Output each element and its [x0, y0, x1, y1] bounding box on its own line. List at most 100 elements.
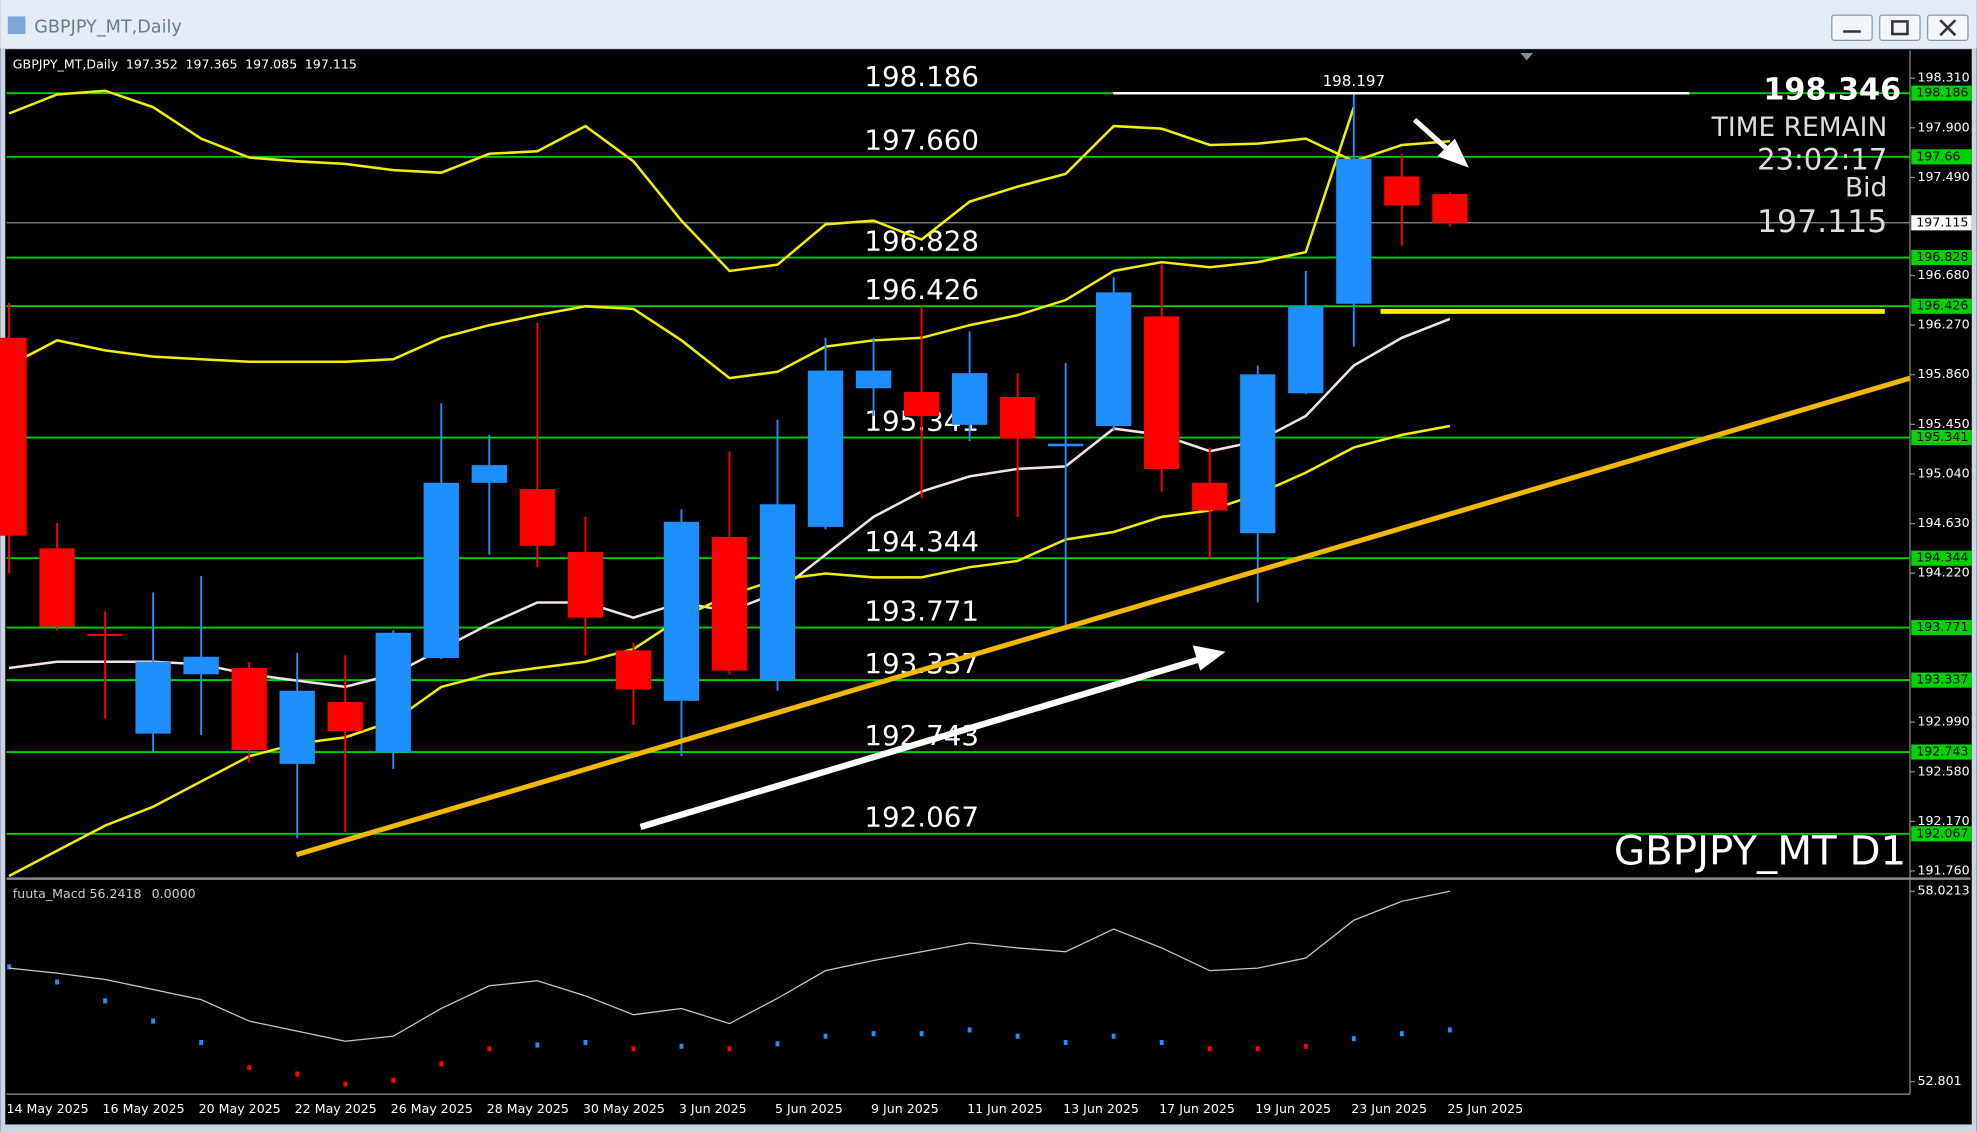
candle-body: [231, 668, 267, 750]
level-tag: [1911, 826, 1972, 842]
high-label: 198.197: [1323, 72, 1385, 90]
level-tag: [1911, 85, 1972, 101]
histogram-bar: [775, 1041, 780, 1047]
candle-body: [1096, 292, 1132, 427]
y-tick-label: 196.270: [1918, 317, 1970, 332]
y-tick-label: 196.680: [1918, 267, 1970, 282]
indicator-line: [8, 89, 1450, 273]
histogram-bar: [439, 1061, 444, 1067]
candle-body: [0, 337, 27, 536]
symbol-info: GBPJPY_MT,Daily 197.352 197.365 197.085 197.…: [13, 56, 357, 71]
down-arrow-head: [1437, 138, 1469, 168]
maximize-button[interactable]: [1879, 14, 1921, 41]
info-value: 197.352: [126, 56, 178, 71]
candle-body: [855, 370, 892, 389]
close-icon: [1939, 19, 1957, 37]
title-bar: [0, 0, 1977, 48]
level-tag-label: 192.067: [1916, 825, 1968, 840]
histogram-bar: [1159, 1039, 1164, 1046]
x-tick-label: 5 Jun 2025: [775, 1101, 843, 1116]
up-arrow-head: [1192, 645, 1226, 671]
level-tag-label: 196.426: [1916, 298, 1968, 313]
histogram-bar: [967, 1027, 972, 1033]
y-tick-label: 192.580: [1918, 763, 1970, 778]
level-tag: [1911, 744, 1972, 760]
up-arrow: [639, 655, 1205, 830]
level-tag: [1911, 672, 1972, 688]
window-title: GBPJPY_MT,Daily: [34, 18, 182, 38]
candle-body: [1384, 176, 1420, 206]
histogram-bar: [7, 964, 11, 970]
ask-price: 198.346: [1763, 72, 1901, 107]
histogram-bar: [871, 1031, 876, 1037]
histogram-bar: [391, 1077, 396, 1083]
minimize-button[interactable]: [1831, 14, 1873, 41]
level-tag: [1911, 429, 1972, 446]
level-label: 198.186: [864, 60, 979, 93]
indicator-reading: 56.2418: [89, 885, 141, 900]
candle-body: [327, 702, 363, 732]
histogram-bar: [1303, 1043, 1308, 1049]
candle-body: [999, 396, 1036, 439]
histogram-bar: [1399, 1031, 1404, 1037]
info-value: 197.085: [245, 56, 297, 71]
histogram-bar: [487, 1046, 492, 1052]
maximize-icon: [1891, 20, 1909, 36]
candle-body: [759, 504, 796, 681]
histogram-bar: [1111, 1033, 1116, 1039]
x-tick-label: 25 Jun 2025: [1447, 1101, 1523, 1116]
y-tick-label: 58.0213: [1918, 883, 1970, 898]
level-label: 194.344: [864, 525, 979, 558]
symbol-watermark: GBPJPY_MT D1: [1614, 827, 1906, 874]
level-label: 196.828: [864, 224, 979, 257]
y-tick-label: 192.170: [1918, 813, 1970, 828]
candle-body: [519, 489, 555, 546]
info-value: 197.365: [185, 56, 237, 71]
y-tick-label: 194.220: [1918, 565, 1970, 580]
x-tick-label: 3 Jun 2025: [679, 1101, 747, 1116]
level-tag: [1911, 298, 1972, 314]
level-tag-label: 193.337: [1916, 672, 1968, 687]
indicator-line: [8, 890, 1451, 1042]
main-plot: 198.310 197.900 197.490 196.680 196.270 195.8…: [0, 56, 1972, 1116]
candle-body: [279, 690, 315, 764]
histogram-bar: [1255, 1046, 1260, 1052]
y-tick-label: 192.990: [1918, 714, 1970, 729]
histogram-bar: [535, 1042, 540, 1048]
indicator-name: fuuta_Macd: [13, 885, 86, 900]
level-tag: [1911, 249, 1972, 266]
histogram-bar: [1063, 1039, 1068, 1046]
x-tick-label: 28 May 2025: [487, 1101, 569, 1116]
y-tick-label: 198.310: [1918, 70, 1970, 85]
histogram-bar: [1447, 1027, 1452, 1033]
x-tick-label: 19 Jun 2025: [1255, 1101, 1331, 1116]
candle-body: [663, 521, 700, 701]
histogram-bar: [727, 1046, 732, 1052]
y-tick-label: 195.450: [1918, 416, 1970, 431]
y-tick-label: 195.040: [1918, 465, 1970, 480]
level-label: 193.771: [864, 594, 979, 627]
x-tick-label: 30 May 2025: [583, 1101, 665, 1116]
x-tick-label: 22 May 2025: [295, 1101, 377, 1116]
candle-body: [183, 656, 219, 675]
level-label: 192.067: [864, 801, 979, 834]
chart-area: [5, 49, 1972, 1125]
indicator-line: [8, 106, 1356, 380]
x-tick-label: 23 Jun 2025: [1351, 1101, 1427, 1116]
bid-price: 197.115: [1757, 204, 1887, 240]
candle-body: [1288, 306, 1324, 394]
info-value: GBPJPY_MT,Daily: [13, 56, 119, 71]
x-tick-label: 14 May 2025: [7, 1101, 89, 1116]
histogram-bar: [247, 1065, 252, 1071]
level-tag-label: 196.828: [1916, 249, 1968, 264]
candle-body: [39, 548, 75, 627]
level-tag-label: 195.341: [1916, 429, 1968, 444]
y-tick-label: 194.630: [1918, 515, 1970, 530]
x-tick-label: 9 Jun 2025: [871, 1101, 939, 1116]
candle-body: [471, 465, 507, 483]
candle-body: [1336, 158, 1372, 304]
histogram-bar: [1015, 1033, 1020, 1039]
time-remain: 23:02:17: [1757, 142, 1887, 176]
window-icon: [7, 16, 26, 35]
